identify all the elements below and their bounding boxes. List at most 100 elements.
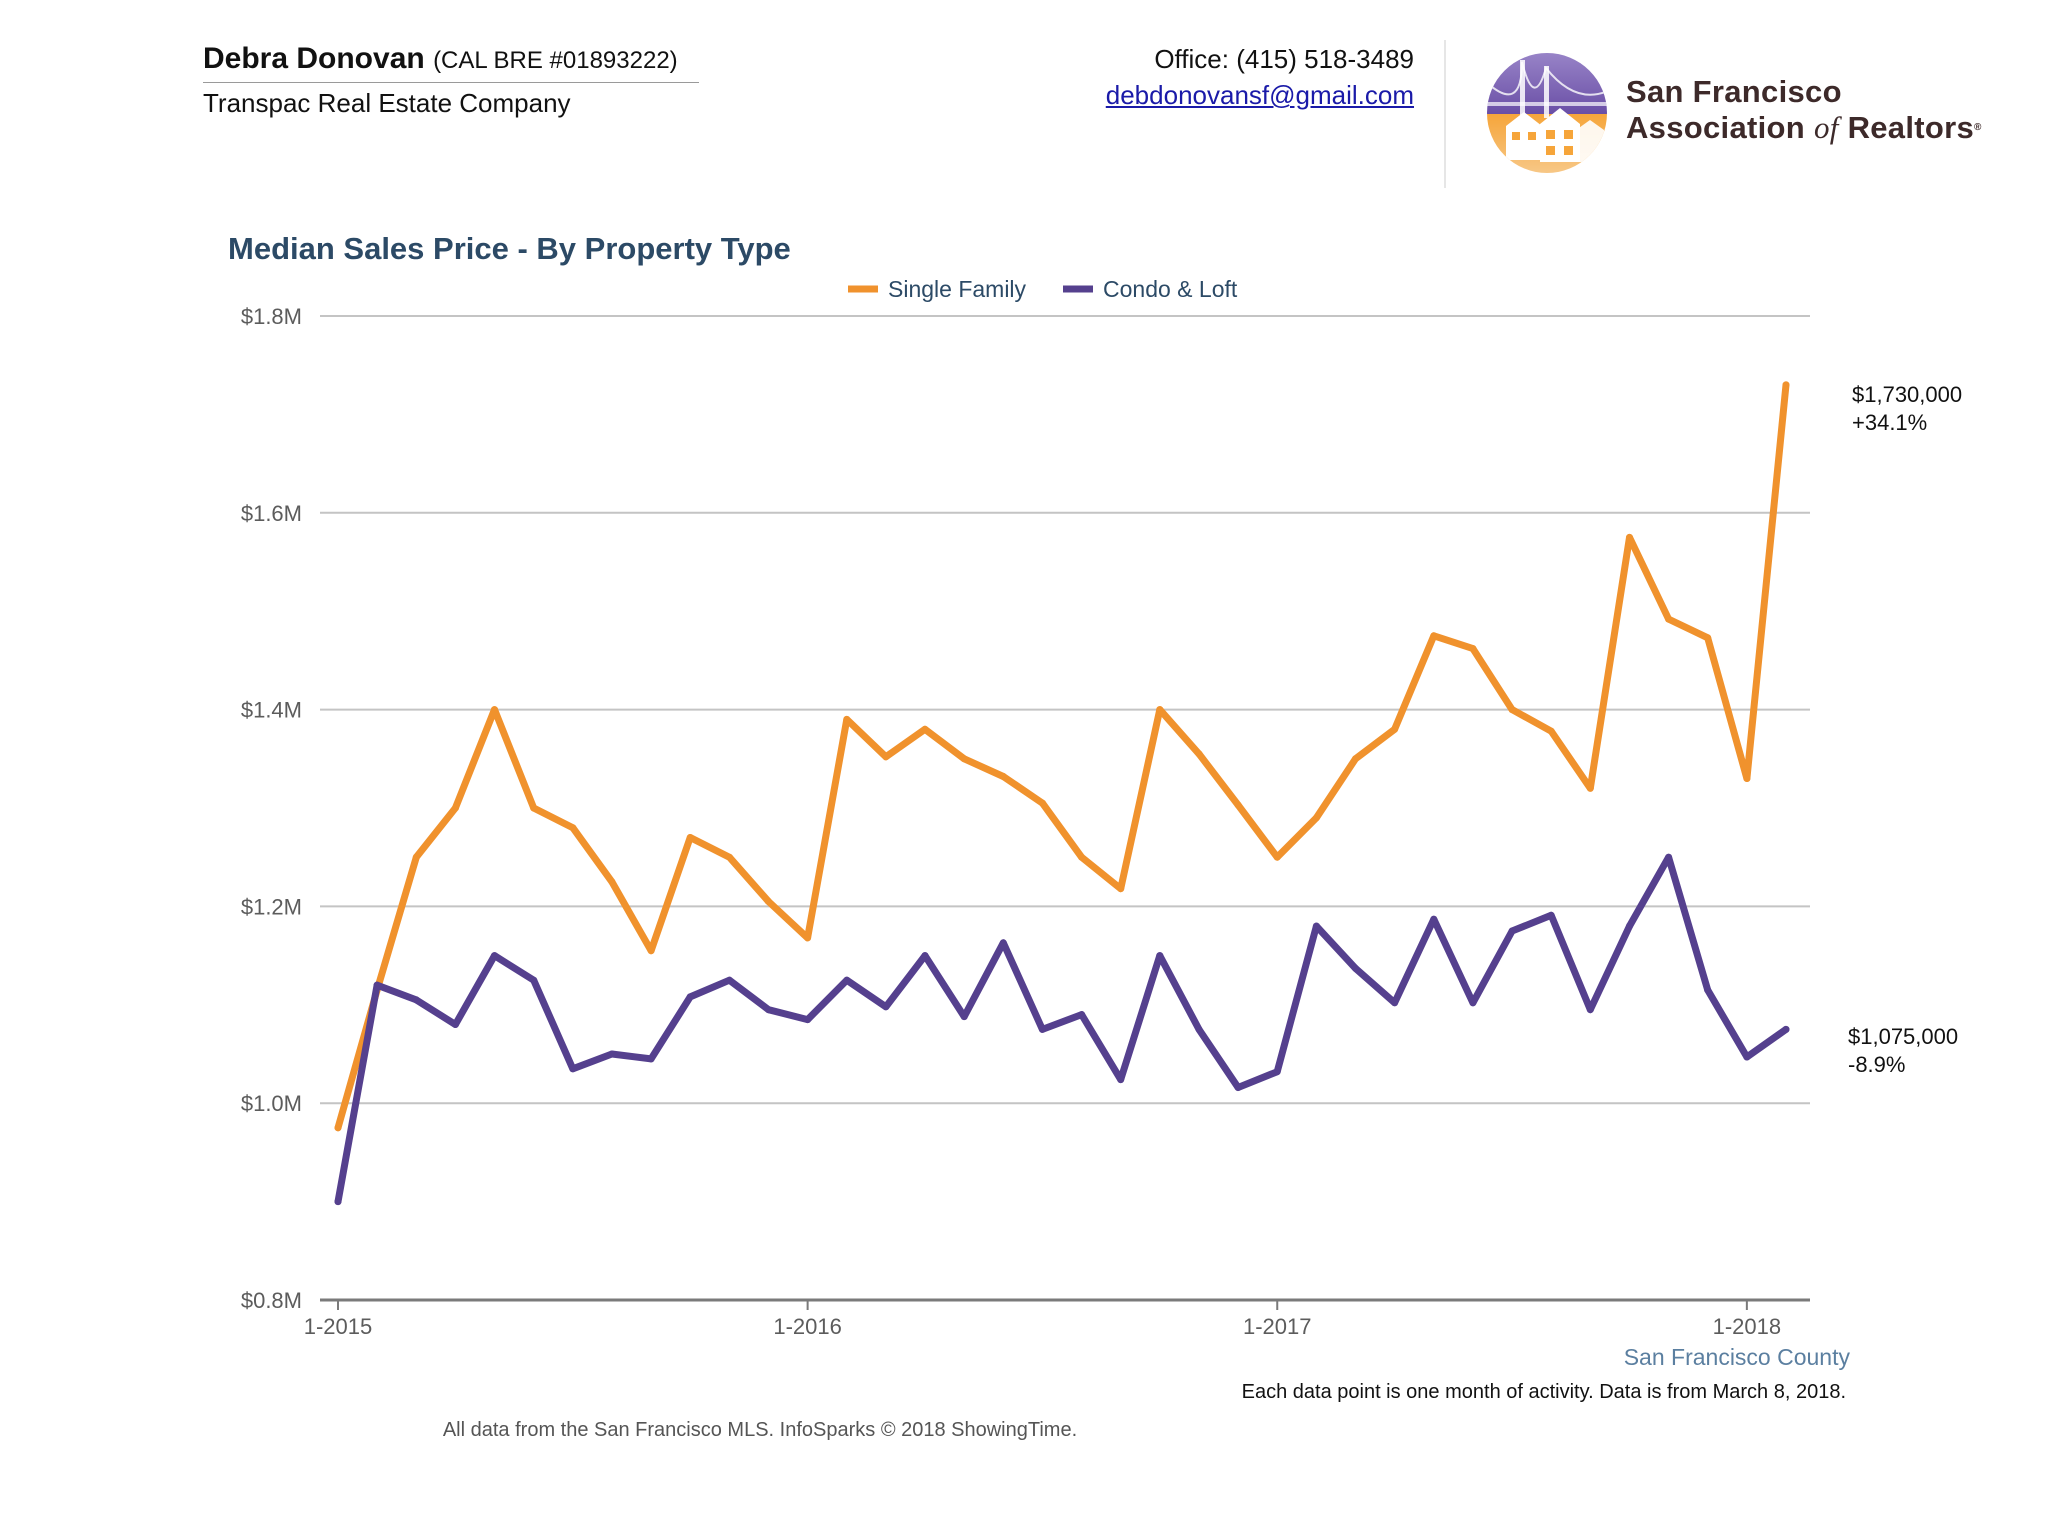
data-point [1078,853,1086,861]
data-point [1352,755,1359,763]
data-point [1743,775,1751,782]
data-point [765,898,772,905]
data-point [1547,727,1555,735]
data-point [1626,922,1633,930]
end-change-label: +34.1% [1852,410,1927,435]
agent-underline-divider [203,82,699,83]
data-point [765,1006,772,1014]
data-point [1352,964,1359,972]
chart-legend: Single Family Condo & Loft [848,276,1238,302]
data-point [1234,1084,1242,1091]
data-point [1195,750,1203,758]
data-point [1665,853,1673,861]
chart-title: Median Sales Price - By Property Type [228,231,791,266]
data-point [999,773,1007,780]
data-point [1430,915,1438,923]
data-point [412,996,420,1004]
data-point [804,934,812,942]
x-tick-label: 1-2018 [1713,1314,1782,1339]
logo-line2: Association of Realtors® [1626,110,1982,146]
end-value-labels: $1,730,000 +34.1% $1,075,000 -8.9% [1848,382,1962,1077]
data-note: Each data point is one month of activity… [1241,1381,1846,1403]
data-point [334,1124,342,1132]
data-point [725,853,733,861]
data-point [1586,1006,1594,1014]
logo-wordmark: San Francisco Association of Realtors® [1626,74,1982,146]
x-tick-label: 1-2015 [304,1314,373,1339]
legend-label: Condo & Loft [1103,276,1238,302]
y-axis-ticks: $0.8M $1.0M $1.2M $1.4M $1.6M $1.8M [241,304,302,1313]
agent-name-text: Debra Donovan [203,42,425,75]
data-point [725,976,733,984]
data-point [1547,911,1555,919]
data-point [1704,986,1712,994]
data-point [1508,706,1516,714]
data-point [999,939,1007,947]
data-point [1156,706,1164,714]
email-link[interactable]: debdonovansf@gmail.com [1105,80,1414,110]
office-phone: Office: (415) 518-3489 [1154,44,1414,74]
data-point [1430,632,1438,640]
data-point [647,947,655,955]
data-point [334,1198,342,1206]
end-value-label: $1,730,000 [1852,382,1962,407]
data-point [686,834,694,841]
data-point [1195,1025,1203,1033]
data-point [1469,645,1477,653]
end-value-label: $1,075,000 [1848,1024,1958,1049]
registered-mark: ® [1974,122,1982,133]
end-change-label: -8.9% [1848,1052,1905,1077]
data-point [451,1021,459,1028]
series-line [334,853,1790,1206]
data-point [1743,1053,1751,1061]
data-point [1626,533,1633,541]
y-tick-label: $1.2M [241,894,302,919]
county-label: San Francisco County [1623,1344,1850,1370]
data-point [843,976,851,984]
data-point [608,878,616,886]
data-point [1078,1011,1086,1019]
x-tick-label: 1-2017 [1243,1314,1312,1339]
data-point [1704,634,1712,642]
logo-line1: San Francisco [1626,74,1842,109]
x-tick-label: 1-2016 [773,1314,842,1339]
agent-company: Transpac Real Estate Company [203,88,571,118]
y-tick-label: $1.6M [241,501,302,526]
logo-word-of: of [1813,110,1839,145]
data-source: All data from the San Francisco MLS. Inf… [442,1419,1078,1441]
data-point [1782,381,1790,389]
data-point [960,755,968,763]
data-point [882,1003,890,1011]
data-point [1391,999,1399,1007]
y-tick-label: $1.0M [241,1091,302,1116]
data-point [1117,1076,1125,1084]
logo-word-realtors: Realtors [1847,110,1975,145]
agent-name: Debra Donovan (CAL BRE #01893222) [203,42,678,76]
data-point [1586,784,1594,792]
agent-license: (CAL BRE #01893222) [433,47,678,74]
data-point [647,1055,655,1063]
y-tick-label: $1.4M [241,698,302,723]
data-point [1391,725,1399,733]
data-point [1782,1025,1790,1033]
y-tick-label: $0.8M [241,1288,302,1313]
data-point [1234,801,1242,809]
data-point [451,804,459,812]
logo-word-association: Association [1626,110,1806,145]
golden-gate-bridge-houses-logo-icon [1487,53,1607,173]
data-point [569,824,577,832]
x-axis: 1-2015 1-2016 1-2017 1-2018 [304,1300,1781,1339]
y-tick-label: $1.8M [241,304,302,329]
data-point [1312,922,1320,930]
data-point [921,952,929,960]
data-point [491,706,498,714]
data-point [491,952,498,960]
data-point [1312,814,1320,822]
data-point [412,853,420,861]
data-point [804,1016,812,1024]
data-point [882,753,890,761]
data-point [843,715,851,723]
data-point [960,1013,968,1021]
data-point [1469,999,1477,1007]
